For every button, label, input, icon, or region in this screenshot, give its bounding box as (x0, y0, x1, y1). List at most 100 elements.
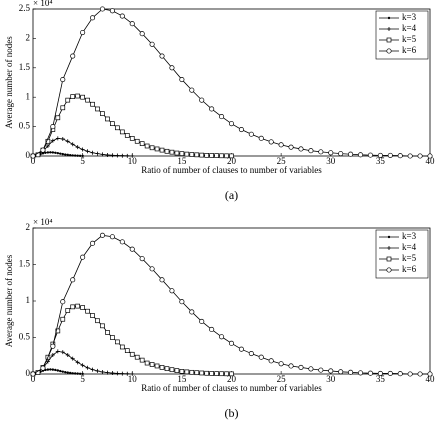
legend-label: k=4 (402, 242, 417, 252)
marker (50, 343, 56, 349)
marker (70, 94, 76, 99)
marker (80, 147, 85, 152)
series-line (32, 305, 232, 375)
marker (338, 151, 344, 157)
marker (49, 151, 52, 154)
marker (184, 151, 190, 157)
marker (51, 151, 55, 154)
marker (55, 136, 60, 141)
marker (228, 121, 235, 127)
marker (427, 153, 433, 159)
marker (214, 371, 219, 376)
marker (199, 318, 205, 324)
y-tick-label: 1 (26, 295, 31, 305)
legend-marker (387, 235, 391, 239)
marker (377, 370, 383, 376)
marker (189, 369, 195, 375)
marker (219, 371, 224, 377)
marker (288, 363, 294, 369)
marker (130, 153, 135, 158)
legend-label: k=5 (402, 34, 417, 44)
caption: (a) (225, 188, 238, 202)
marker (75, 303, 81, 309)
legend-marker (386, 256, 392, 262)
marker (55, 115, 61, 121)
marker (105, 152, 110, 157)
marker (214, 153, 219, 158)
x-tick-label: 35 (376, 156, 386, 166)
marker (134, 354, 140, 360)
marker (66, 371, 69, 374)
marker (73, 372, 77, 375)
marker (348, 151, 354, 157)
marker (258, 354, 264, 360)
legend-marker (387, 246, 391, 250)
marker (119, 344, 125, 350)
marker (179, 77, 185, 83)
marker (159, 53, 165, 59)
marker (46, 151, 50, 154)
marker (70, 53, 76, 59)
marker (139, 256, 145, 262)
marker (54, 151, 57, 154)
marker (174, 150, 180, 156)
marker (149, 362, 155, 367)
marker (65, 308, 71, 313)
marker (110, 335, 115, 340)
marker (159, 277, 165, 283)
marker (56, 369, 60, 372)
marker (115, 153, 120, 158)
marker (81, 154, 84, 158)
legend-marker (386, 48, 392, 54)
marker (85, 365, 90, 370)
marker (59, 369, 62, 373)
marker (387, 370, 393, 376)
y-tick-label: 0.5 (19, 332, 31, 342)
marker (95, 151, 100, 156)
x-tick-label: 10 (128, 374, 138, 384)
marker (224, 371, 229, 377)
marker (105, 330, 110, 335)
legend-marker (386, 37, 392, 43)
x-tick-label: 0 (31, 156, 36, 166)
marker (144, 143, 150, 149)
marker (124, 348, 130, 353)
marker (129, 21, 135, 27)
marker (41, 152, 45, 155)
marker (204, 153, 210, 158)
x-tick-label: 30 (326, 374, 336, 384)
marker (357, 370, 364, 376)
marker (70, 304, 76, 310)
marker (110, 371, 115, 376)
marker (99, 232, 106, 238)
marker (95, 318, 100, 324)
marker (224, 153, 229, 159)
marker (100, 369, 105, 374)
marker (184, 369, 190, 375)
marker (268, 139, 274, 145)
x-tick-label: 40 (426, 156, 436, 166)
marker (199, 370, 205, 376)
marker (238, 346, 244, 352)
marker (70, 356, 75, 361)
marker (209, 106, 215, 112)
marker (189, 309, 195, 315)
marker (60, 136, 65, 141)
legend-marker (387, 27, 391, 31)
marker (90, 101, 95, 107)
marker (100, 111, 105, 117)
marker (288, 144, 294, 150)
marker (85, 97, 90, 103)
marker (120, 371, 125, 376)
marker (199, 97, 205, 103)
marker (179, 369, 185, 374)
marker (149, 266, 155, 272)
y-tick-label: 1 (26, 91, 31, 101)
legend-label: k=3 (402, 12, 417, 22)
y-axis-label: Average number of nodes (4, 36, 14, 129)
marker (80, 363, 85, 368)
marker (119, 129, 125, 135)
y-tick-label: 0 (26, 368, 31, 378)
marker (45, 144, 50, 149)
marker (174, 368, 180, 373)
